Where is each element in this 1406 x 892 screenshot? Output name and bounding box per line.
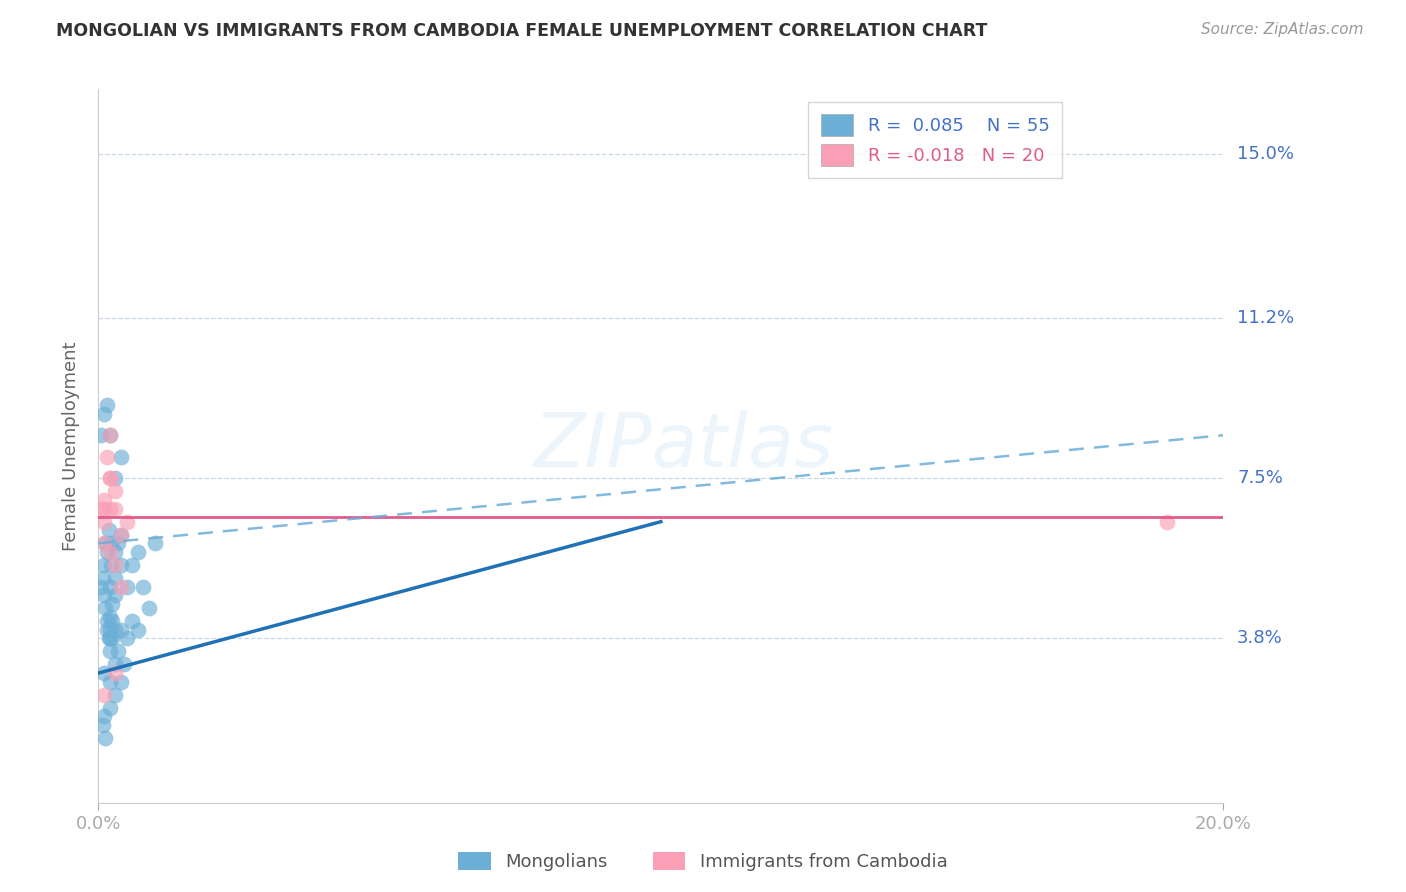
Point	[98, 644, 121, 658]
Y-axis label: Female Unemployment: Female Unemployment	[62, 342, 80, 550]
Point	[96, 450, 118, 464]
Point	[97, 524, 120, 538]
Point	[112, 657, 135, 672]
Text: 3.8%: 3.8%	[1237, 630, 1282, 648]
Point	[104, 623, 127, 637]
Point	[98, 428, 121, 442]
Point	[107, 536, 129, 550]
Point	[98, 428, 121, 442]
Point	[98, 632, 121, 646]
Point	[91, 718, 114, 732]
Point	[91, 571, 114, 585]
Point	[121, 558, 143, 572]
Point	[93, 515, 115, 529]
Text: 7.5%: 7.5%	[1237, 469, 1284, 487]
Point	[98, 471, 121, 485]
Point	[96, 623, 118, 637]
Point	[104, 545, 127, 559]
Point	[127, 623, 149, 637]
Point	[97, 632, 120, 646]
Point	[96, 614, 118, 628]
Point	[1156, 515, 1178, 529]
Point	[98, 471, 121, 485]
Legend: R =  0.085    N = 55, R = -0.018   N = 20: R = 0.085 N = 55, R = -0.018 N = 20	[808, 102, 1063, 178]
Point	[115, 580, 138, 594]
Point	[93, 501, 115, 516]
Point	[104, 588, 127, 602]
Point	[93, 536, 115, 550]
Point	[104, 666, 127, 681]
Point	[104, 688, 127, 702]
Point	[98, 580, 121, 594]
Text: Source: ZipAtlas.com: Source: ZipAtlas.com	[1201, 22, 1364, 37]
Point	[98, 610, 121, 624]
Point	[93, 688, 115, 702]
Text: 15.0%: 15.0%	[1237, 145, 1294, 163]
Point	[110, 527, 132, 541]
Point	[138, 601, 160, 615]
Point	[110, 674, 132, 689]
Point	[104, 471, 127, 485]
Point	[115, 515, 138, 529]
Point	[93, 493, 115, 508]
Point	[104, 657, 127, 672]
Point	[107, 644, 129, 658]
Text: ZIPatlas: ZIPatlas	[533, 410, 834, 482]
Point	[90, 501, 112, 516]
Point	[101, 632, 124, 646]
Point	[104, 558, 127, 572]
Point	[110, 558, 132, 572]
Point	[98, 674, 121, 689]
Point	[104, 484, 127, 499]
Point	[93, 709, 115, 723]
Point	[110, 623, 132, 637]
Point	[132, 580, 155, 594]
Legend: Mongolians, Immigrants from Cambodia: Mongolians, Immigrants from Cambodia	[451, 845, 955, 879]
Point	[98, 623, 121, 637]
Text: MONGOLIAN VS IMMIGRANTS FROM CAMBODIA FEMALE UNEMPLOYMENT CORRELATION CHART: MONGOLIAN VS IMMIGRANTS FROM CAMBODIA FE…	[56, 22, 987, 40]
Point	[115, 632, 138, 646]
Point	[110, 580, 132, 594]
Point	[98, 501, 121, 516]
Point	[94, 601, 117, 615]
Point	[93, 407, 115, 421]
Point	[90, 428, 112, 442]
Text: 11.2%: 11.2%	[1237, 310, 1295, 327]
Point	[93, 558, 115, 572]
Point	[121, 614, 143, 628]
Point	[104, 571, 127, 585]
Point	[96, 545, 118, 559]
Point	[127, 545, 149, 559]
Point	[96, 398, 118, 412]
Point	[101, 597, 124, 611]
Point	[104, 501, 127, 516]
Point	[98, 700, 121, 714]
Point	[100, 536, 122, 550]
Point	[94, 536, 117, 550]
Point	[98, 545, 121, 559]
Point	[101, 614, 124, 628]
Point	[110, 527, 132, 541]
Point	[93, 588, 115, 602]
Point	[110, 450, 132, 464]
Point	[100, 558, 122, 572]
Point	[93, 666, 115, 681]
Point	[90, 580, 112, 594]
Point	[94, 731, 117, 745]
Point	[143, 536, 166, 550]
